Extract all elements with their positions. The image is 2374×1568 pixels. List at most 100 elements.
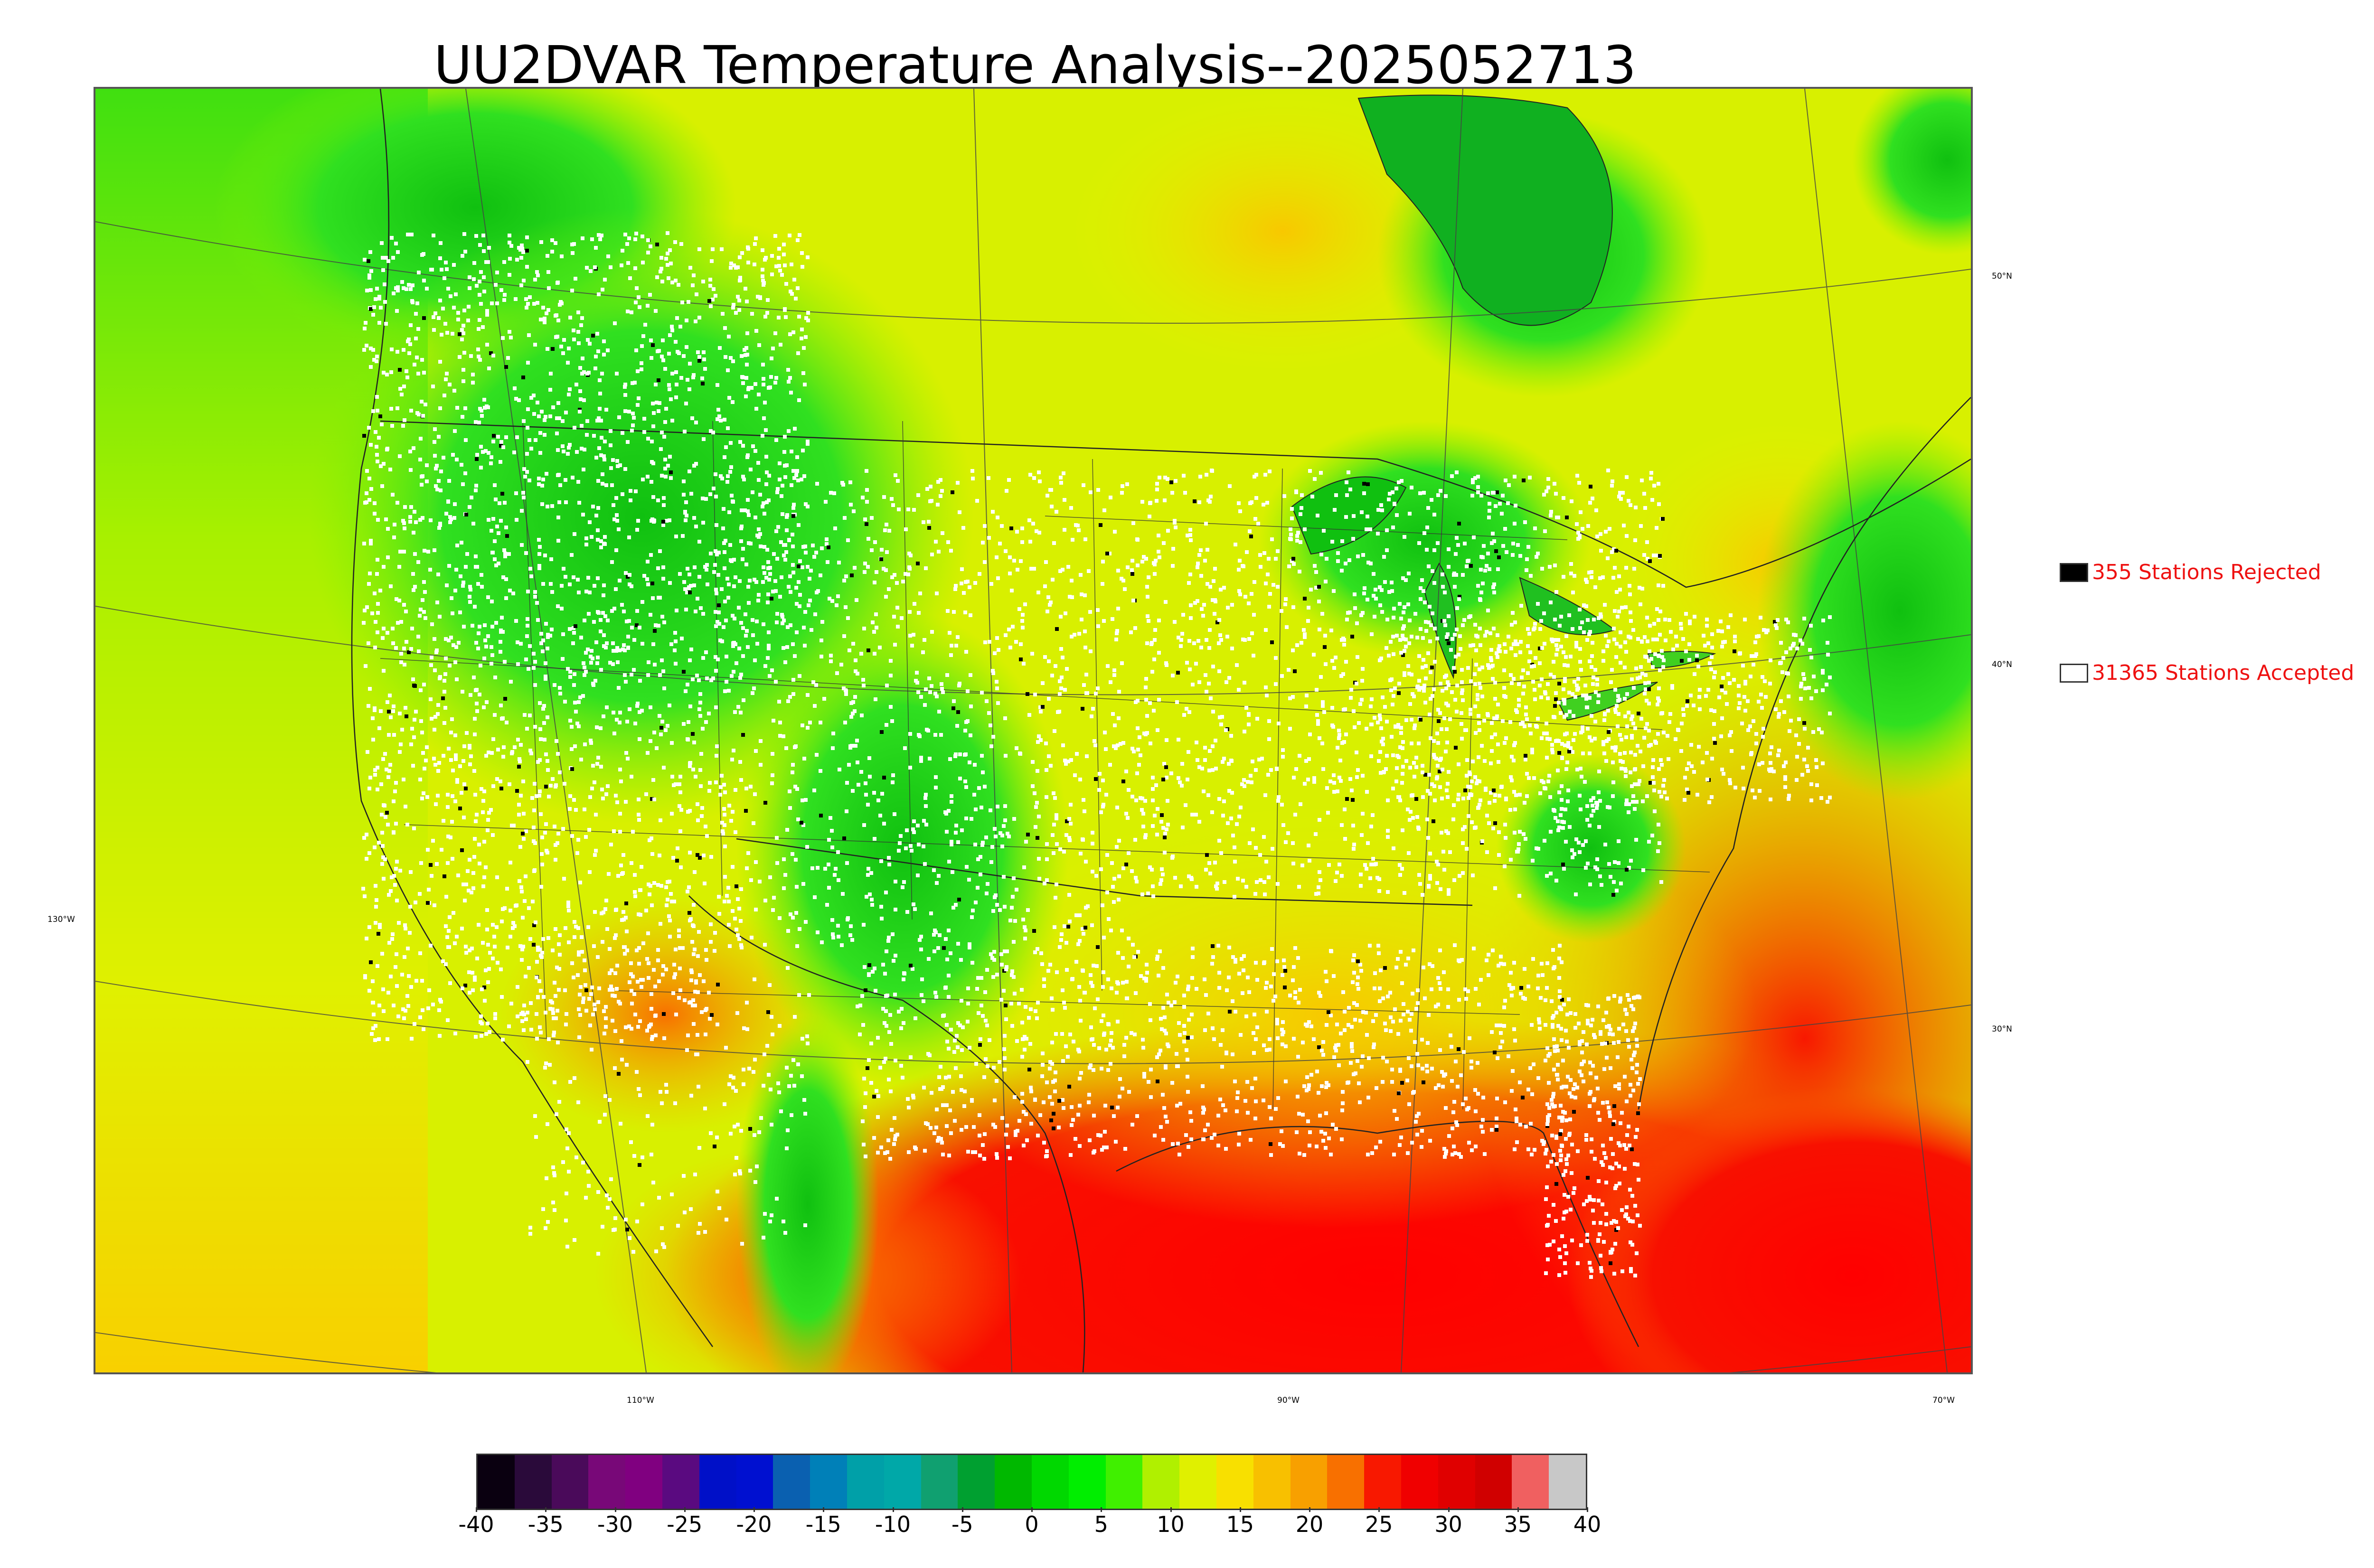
station-accepted bbox=[1021, 918, 1025, 921]
station-accepted bbox=[934, 786, 938, 789]
station-accepted bbox=[1491, 826, 1495, 830]
station-accepted bbox=[1619, 497, 1623, 501]
station-accepted bbox=[606, 784, 610, 788]
station-accepted bbox=[1564, 655, 1568, 659]
station-accepted bbox=[697, 575, 701, 579]
station-accepted bbox=[738, 579, 742, 583]
station-accepted bbox=[481, 884, 485, 888]
station-accepted bbox=[741, 626, 745, 630]
station-accepted bbox=[363, 501, 367, 505]
station-accepted bbox=[1488, 502, 1491, 506]
station-accepted bbox=[969, 613, 972, 617]
station-accepted bbox=[812, 789, 816, 792]
station-accepted bbox=[1063, 759, 1067, 762]
station-accepted bbox=[477, 355, 480, 358]
station-accepted bbox=[776, 487, 780, 491]
station-accepted bbox=[811, 680, 815, 684]
station-accepted bbox=[461, 254, 464, 258]
station-accepted bbox=[741, 475, 745, 479]
station-rejected bbox=[1009, 526, 1013, 530]
station-accepted bbox=[505, 721, 509, 724]
station-accepted bbox=[1469, 614, 1472, 618]
station-accepted bbox=[1425, 548, 1429, 552]
temperature-map[interactable] bbox=[94, 87, 1973, 1374]
station-accepted bbox=[674, 279, 678, 282]
station-accepted bbox=[508, 241, 511, 244]
station-accepted bbox=[430, 622, 434, 626]
station-accepted bbox=[1639, 665, 1643, 669]
station-accepted bbox=[805, 845, 809, 849]
station-accepted bbox=[1330, 659, 1334, 663]
station-accepted bbox=[1424, 620, 1428, 624]
station-accepted bbox=[483, 999, 487, 1003]
station-accepted bbox=[1586, 862, 1590, 865]
station-accepted bbox=[1112, 900, 1116, 904]
station-accepted bbox=[1247, 713, 1251, 717]
station-accepted bbox=[1037, 877, 1041, 881]
station-accepted bbox=[1521, 668, 1525, 672]
station-accepted bbox=[1394, 725, 1397, 729]
station-accepted bbox=[870, 516, 874, 520]
station-accepted bbox=[1369, 825, 1373, 828]
station-accepted bbox=[1120, 661, 1124, 665]
station-accepted bbox=[754, 236, 758, 240]
station-accepted bbox=[792, 503, 796, 507]
station-accepted bbox=[1498, 644, 1501, 648]
station-accepted bbox=[1390, 581, 1394, 584]
station-accepted bbox=[634, 232, 638, 235]
station-accepted bbox=[431, 839, 435, 843]
station-accepted bbox=[521, 779, 525, 783]
station-accepted bbox=[1000, 524, 1004, 528]
station-accepted bbox=[525, 265, 529, 269]
station-accepted bbox=[787, 585, 791, 589]
station-accepted bbox=[711, 431, 715, 434]
station-accepted bbox=[937, 710, 941, 714]
station-accepted bbox=[806, 255, 810, 259]
station-accepted bbox=[594, 679, 597, 683]
station-accepted bbox=[1300, 506, 1303, 510]
station-accepted bbox=[775, 557, 779, 561]
station-accepted bbox=[1067, 836, 1071, 840]
station-accepted bbox=[533, 725, 537, 729]
station-accepted bbox=[791, 678, 795, 682]
station-accepted bbox=[1034, 825, 1037, 829]
station-accepted bbox=[816, 866, 820, 870]
station-accepted bbox=[418, 1015, 422, 1019]
station-accepted bbox=[494, 563, 498, 567]
station-accepted bbox=[1286, 831, 1290, 835]
station-accepted bbox=[585, 266, 589, 270]
station-accepted bbox=[1181, 826, 1185, 829]
station-accepted bbox=[917, 843, 921, 846]
station-accepted bbox=[1321, 704, 1325, 708]
station-accepted bbox=[644, 792, 648, 796]
station-accepted bbox=[474, 554, 478, 558]
station-accepted bbox=[759, 763, 763, 767]
station-accepted bbox=[1109, 496, 1112, 499]
station-accepted bbox=[1546, 477, 1550, 481]
station-accepted bbox=[642, 430, 646, 434]
station-accepted bbox=[702, 437, 706, 441]
station-accepted bbox=[768, 572, 772, 576]
station-accepted bbox=[554, 241, 557, 245]
station-accepted bbox=[916, 873, 920, 877]
station-accepted bbox=[380, 423, 384, 426]
station-accepted bbox=[404, 927, 407, 930]
station-accepted bbox=[886, 939, 890, 943]
station-accepted bbox=[522, 467, 526, 471]
station-accepted bbox=[1002, 824, 1006, 828]
station-accepted bbox=[1140, 892, 1144, 896]
station-accepted bbox=[754, 908, 758, 911]
station-accepted bbox=[472, 261, 476, 265]
station-rejected bbox=[378, 414, 382, 418]
station-accepted bbox=[688, 362, 692, 366]
station-accepted bbox=[747, 513, 751, 517]
station-accepted bbox=[866, 873, 870, 877]
station-accepted bbox=[1588, 824, 1592, 827]
station-accepted bbox=[673, 631, 677, 635]
station-accepted bbox=[510, 751, 514, 755]
station-accepted bbox=[1129, 630, 1133, 634]
station-accepted bbox=[1377, 889, 1381, 893]
station-accepted bbox=[399, 620, 403, 624]
station-accepted bbox=[904, 572, 907, 576]
station-accepted bbox=[503, 554, 507, 558]
